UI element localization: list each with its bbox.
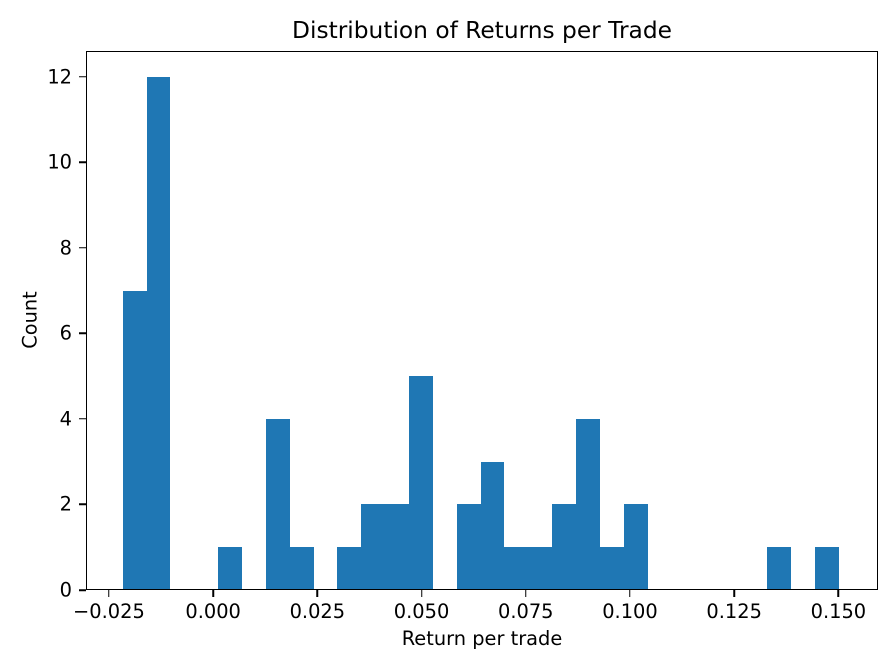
y-tick-label: 8: [59, 236, 72, 260]
histogram-bar: [265, 418, 290, 590]
histogram-bar: [552, 504, 577, 590]
x-tick-label: 0.075: [498, 600, 554, 623]
histogram-bar: [385, 504, 410, 590]
y-tick-label: 12: [47, 64, 72, 88]
histogram-bar: [576, 418, 600, 590]
x-tick-label: 0.025: [289, 600, 346, 623]
y-tick-mark: [79, 247, 86, 249]
x-tick-mark: [212, 590, 214, 597]
y-tick-mark: [79, 589, 86, 591]
x-tick-mark: [420, 590, 423, 597]
x-tick-mark: [733, 590, 735, 597]
x-tick-mark: [629, 590, 631, 597]
x-axis-label: Return per trade: [401, 627, 563, 650]
x-tick-label: 0.150: [810, 600, 867, 623]
y-tick-label: 10: [47, 150, 72, 174]
y-tick-label: 4: [59, 407, 72, 431]
x-tick-label: 0.125: [706, 600, 762, 623]
x-tick-label: 0.100: [602, 600, 658, 623]
histogram-bar: [623, 504, 648, 590]
histogram-bar: [409, 376, 433, 590]
x-tick-label: 0.000: [185, 600, 241, 623]
histogram-bar: [146, 76, 171, 590]
histogram-bar: [528, 547, 553, 590]
histogram-bar: [337, 547, 362, 590]
y-tick-mark: [79, 161, 86, 163]
x-tick-mark: [525, 590, 527, 597]
histogram-bar: [766, 547, 791, 590]
y-tick-mark: [79, 503, 86, 506]
x-tick-mark: [837, 590, 840, 597]
histogram-bar: [289, 547, 314, 590]
histogram-bar: [122, 290, 147, 590]
y-tick-label: 2: [59, 492, 72, 516]
histogram-bar: [599, 547, 624, 590]
y-tick-mark: [79, 418, 86, 420]
histogram-bar: [480, 461, 505, 590]
y-tick-mark: [79, 332, 86, 335]
x-tick-mark: [316, 590, 319, 597]
y-tick-mark: [79, 75, 86, 78]
x-tick-label: 0.050: [393, 600, 450, 623]
x-tick-label: −0.025: [73, 600, 145, 623]
x-tick-mark: [108, 590, 110, 597]
histogram-bar: [361, 504, 386, 590]
y-axis-label: Count: [18, 291, 42, 349]
y-tick-label: 0: [59, 578, 72, 602]
histogram-bar: [814, 547, 839, 590]
histogram-bar: [504, 547, 529, 590]
histogram-bar: [456, 504, 481, 590]
histogram-bar: [218, 547, 242, 590]
y-tick-label: 6: [59, 321, 72, 345]
chart-title: Distribution of Returns per Trade: [292, 17, 672, 44]
